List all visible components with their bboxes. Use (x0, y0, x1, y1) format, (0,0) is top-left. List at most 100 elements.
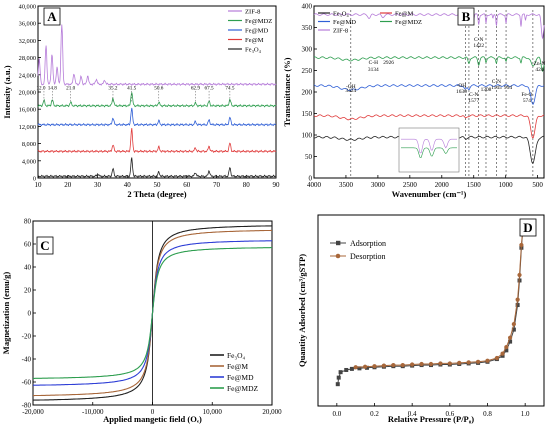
desorption-point (500, 351, 505, 356)
y-tick-label-c: -60 (22, 379, 32, 387)
band-value-b: 994 (504, 85, 512, 91)
y-tick-label-c: 80 (24, 218, 32, 226)
band-label-b: Fe-O (521, 92, 532, 98)
x-tick-label-a: 80 (243, 181, 251, 189)
x-tick-label-a: 40 (124, 181, 132, 189)
y-axis-label-b: Transmittance (%) (282, 57, 292, 126)
x-tick-label-b: 1500 (467, 181, 482, 189)
band-label-b: C-N (469, 92, 478, 98)
x-tick-label-c: -20,000 (22, 408, 44, 416)
panel-label-box-b (457, 7, 475, 26)
legend-label-b: Fe@MD (333, 19, 356, 26)
desorption-point (494, 355, 500, 361)
x-tick-label-d: 0.0 (332, 410, 341, 418)
desorption-point (419, 361, 424, 367)
x-tick-label-c: 0 (151, 408, 155, 416)
band-label-b: -OH (457, 83, 467, 89)
x-tick-label-a: 20 (64, 181, 72, 189)
x-axis-label-d: Relative Pressure (P/P₀) (388, 414, 474, 424)
adsorption-point (364, 365, 369, 370)
x-tick-label-b: 2000 (435, 181, 450, 189)
legend-label-a: Fe@MDZ (245, 18, 272, 25)
band-value-b: 424 (535, 67, 543, 73)
y-tick-label-b: 50 (305, 153, 313, 161)
ftir-curve-fe-m (313, 114, 545, 139)
legend-label-b: Fe@M (395, 10, 413, 17)
x-tick-label-d: 0.2 (370, 410, 379, 418)
y-tick-label-b: 250 (302, 67, 313, 75)
desorption-point (475, 359, 481, 364)
desorption-point (515, 297, 520, 302)
adsorption-point (357, 366, 362, 371)
magnetization-curve-fe-mdz (33, 247, 272, 379)
y-axis-label-d: Quantity Adsorbed (cm³/gSTP) (297, 254, 307, 367)
y-tick-label-b: 100 (302, 132, 313, 140)
xrd-curve-fe-md (37, 107, 277, 127)
y-tick-label-b: 350 (302, 24, 313, 32)
band-value-b: 1308 (481, 87, 492, 93)
desorption-point (438, 361, 443, 366)
peak-label-a: 12.0 (36, 85, 45, 91)
plot-frame-d (317, 214, 545, 407)
desorption-point (466, 360, 471, 365)
x-tick-label-b: 1000 (499, 181, 514, 189)
x-axis-label-a: 2 Theta (degree) (127, 189, 186, 199)
desorption-point (353, 365, 358, 370)
x-tick-label-a: 10 (35, 181, 43, 189)
x-axis-label-b: Wavenumber (cm⁻¹) (392, 189, 467, 199)
x-tick-label-d: 0.6 (445, 410, 454, 418)
x-tick-label-d: 0.8 (483, 410, 492, 418)
xrd-curve-fe-m (37, 127, 277, 154)
peak-label-a: 74.5 (225, 85, 234, 91)
inset-curve-b (401, 147, 457, 158)
adsorption-point (511, 327, 516, 332)
x-tick-label-b: 2500 (403, 181, 418, 189)
x-tick-label-a: 30 (94, 181, 102, 189)
legend-label-c: Fe@MDZ (227, 384, 258, 393)
panel-label-box-c (36, 236, 54, 255)
legend-label-c: Fe@MD (227, 373, 254, 382)
panel-label-box-a (43, 7, 61, 26)
adsorption-point (508, 339, 513, 344)
ftir-curve-zif-8 (313, 13, 545, 40)
legend-marker-d (336, 240, 341, 246)
desorption-point (410, 362, 415, 367)
adsorption-point (504, 348, 509, 353)
y-tick-label-a: 40,000 (19, 4, 36, 11)
x-tick-label-c: -10,000 (82, 408, 104, 416)
adsorption-point (344, 367, 349, 372)
xrd-curve-zif-8 (37, 24, 277, 87)
y-tick-label-c: 40 (24, 264, 32, 272)
y-tick-label-c: 60 (24, 241, 32, 249)
legend-marker-d (335, 253, 341, 259)
panel-label-c: C (40, 238, 49, 253)
legend-label-d: Desorption (350, 252, 386, 261)
desorption-point (381, 363, 387, 368)
y-tick-label-a: 20,000 (19, 90, 36, 97)
x-axis-label-c: Applied mangetic field (Oₑ) (103, 414, 202, 424)
legend-label-b: ZIF-8 (333, 27, 348, 34)
legend-label-c: Fe₃O₄ (227, 351, 246, 360)
x-tick-label-c: 10,000 (203, 408, 223, 416)
desorption-point (391, 362, 396, 368)
y-axis-label-a: Intensity (a.u.) (2, 65, 12, 118)
ftir-curve-fe-md (313, 84, 545, 105)
desorption-point (508, 335, 513, 340)
xrd-curve-fe3o4 (37, 157, 277, 179)
x-tick-label-d: 0.4 (408, 410, 417, 418)
y-tick-label-a: 32,000 (19, 38, 36, 45)
x-tick-label-b: 3500 (339, 181, 354, 189)
adsorption-point (336, 375, 341, 380)
band-value-b: 1422 (473, 43, 484, 49)
y-tick-label-a: 4,000 (22, 158, 36, 165)
y-tick-label-c: 20 (24, 287, 32, 295)
x-tick-label-a: 90 (273, 181, 281, 189)
panel-label-b: B (462, 9, 471, 24)
y-tick-label-c: -40 (22, 356, 32, 364)
x-tick-label-b: 500 (532, 181, 543, 189)
band-label-b: -OH (346, 84, 356, 90)
band-value-b: 1577 (468, 98, 479, 104)
legend-label-a: Fe₃O₄ (245, 47, 262, 54)
band-value-b: 3424 (345, 88, 356, 94)
y-tick-label-b: 150 (302, 110, 313, 118)
